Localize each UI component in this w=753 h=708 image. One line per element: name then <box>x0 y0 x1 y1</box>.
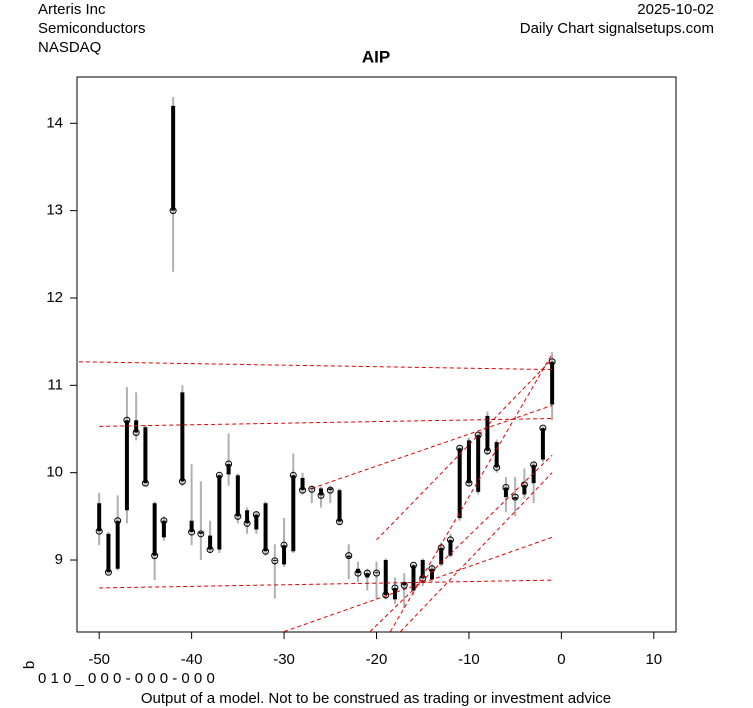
trend-line <box>283 536 553 633</box>
source: Daily Chart signalsetups.com <box>520 20 714 37</box>
close-marker <box>271 557 279 565</box>
plot-frame <box>76 76 677 633</box>
close-marker <box>280 541 288 549</box>
side-label: b <box>21 661 38 669</box>
close-marker <box>493 463 501 471</box>
y-tick-label: 9 <box>55 551 63 568</box>
trend-line <box>99 579 553 589</box>
close-marker <box>123 416 131 424</box>
date: 2025-10-02 <box>637 1 714 18</box>
close-marker <box>160 517 168 525</box>
close-marker <box>299 486 307 494</box>
close-marker <box>178 477 186 485</box>
close-marker <box>336 518 344 526</box>
close-marker <box>132 429 140 437</box>
sector: Semiconductors <box>38 20 146 37</box>
exchange: NASDAQ <box>38 39 101 56</box>
close-marker <box>363 569 371 577</box>
close-marker <box>539 424 547 432</box>
trend-line <box>311 404 553 489</box>
close-marker <box>373 569 380 577</box>
trend-line <box>99 418 553 427</box>
close-marker <box>289 471 297 479</box>
close-marker <box>262 547 270 555</box>
close-marker <box>104 568 112 576</box>
close-marker <box>474 431 482 439</box>
trend-line <box>389 353 553 632</box>
trend-line <box>376 358 553 541</box>
disclaimer: Output of a model. Not to be construed a… <box>141 690 611 707</box>
close-marker <box>234 512 242 520</box>
close-marker <box>446 536 454 544</box>
close-marker <box>225 460 233 468</box>
y-tick-label: 12 <box>46 289 63 306</box>
close-marker <box>409 561 417 569</box>
x-tick-label: -40 <box>181 651 203 668</box>
y-tick-label: 10 <box>46 464 63 481</box>
close-marker <box>317 491 325 499</box>
close-marker <box>502 484 510 492</box>
y-tick-label: 14 <box>46 114 63 131</box>
close-marker <box>141 479 149 487</box>
x-tick-label: 0 <box>557 651 565 668</box>
close-marker <box>252 511 260 519</box>
close-marker <box>400 581 408 589</box>
close-marker <box>456 444 464 452</box>
trend-line <box>78 361 553 371</box>
company: Arteris Inc <box>38 1 106 18</box>
close-marker <box>326 486 334 494</box>
close-marker <box>354 569 362 577</box>
close-marker <box>206 546 214 554</box>
x-tick-label: -50 <box>88 651 110 668</box>
chart-title: AIP <box>362 47 390 66</box>
close-marker <box>95 527 103 535</box>
x-tick-label: -20 <box>366 651 388 668</box>
close-marker <box>483 447 491 455</box>
x-tick-label: -30 <box>273 651 295 668</box>
close-marker <box>465 479 473 487</box>
close-marker <box>345 552 353 560</box>
x-tick-label: 10 <box>645 651 662 668</box>
close-marker <box>382 591 390 599</box>
close-marker <box>197 530 205 538</box>
close-marker <box>151 552 159 560</box>
code: 0 1 0 _ 0 0 0 - 0 0 0 - 0 0 0 <box>38 670 215 687</box>
trend-line <box>400 472 553 632</box>
y-tick-label: 11 <box>47 376 63 393</box>
close-marker <box>188 528 196 536</box>
close-marker <box>391 584 399 592</box>
close-marker <box>215 471 223 479</box>
close-marker <box>308 485 316 493</box>
close-marker <box>530 461 538 469</box>
y-tick-label: 13 <box>46 202 63 219</box>
close-marker <box>243 519 251 527</box>
close-marker <box>114 517 122 525</box>
x-tick-label: -10 <box>458 651 480 668</box>
trend-line <box>369 454 553 633</box>
close-marker <box>511 493 519 501</box>
close-marker <box>169 207 177 215</box>
